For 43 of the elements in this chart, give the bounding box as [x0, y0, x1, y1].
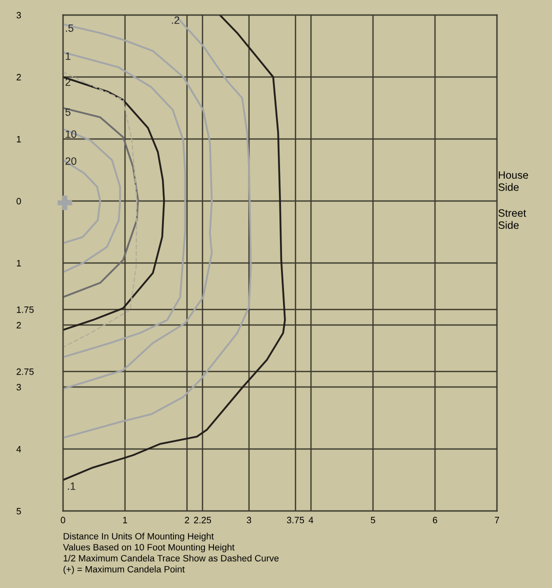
line-series	[63, 107, 139, 298]
annotation: .2	[172, 16, 180, 24]
line-series	[63, 17, 252, 439]
x-tick-label: 3	[246, 516, 252, 524]
x-axis-title: Distance In Units Of Mounting Height	[64, 532, 214, 542]
line-series	[63, 128, 121, 274]
annotation: 20	[66, 157, 76, 165]
x-tick-label: 7	[494, 516, 500, 524]
annotation: 10	[66, 130, 76, 138]
annotation: .5	[66, 24, 74, 32]
text: 1/2 Maximum Candela Trace Show as Dashed Curve	[64, 554, 279, 562]
x-tick-label: 3.75	[286, 516, 304, 524]
y-tick-label: 2	[16, 322, 21, 328]
line-series	[63, 71, 138, 348]
y-tick-label: 3	[16, 384, 21, 390]
y-tick-label: 5	[16, 508, 21, 514]
x-tick-label: 4	[308, 516, 314, 524]
x-tick-label: 1	[123, 516, 128, 524]
line-series	[63, 51, 186, 358]
y-tick-label: 3	[16, 12, 21, 18]
text: House Side	[498, 171, 528, 191]
line-series	[63, 159, 102, 244]
y-tick-label: 1	[16, 136, 21, 142]
x-tick-label: 2	[184, 516, 190, 524]
y-tick-label: 2	[16, 74, 21, 80]
y-tick-label: 4	[16, 446, 22, 452]
x-tick-label: 0	[60, 516, 66, 524]
y-tick-label: 2.75	[16, 368, 34, 375]
x-tick-label: 2.25	[194, 516, 212, 524]
x-tick-label: 5	[370, 516, 376, 524]
line-series	[63, 23, 213, 390]
line-series	[63, 76, 165, 331]
x-tick-label: 6	[432, 516, 438, 524]
y-tick-label: 1.75	[16, 306, 34, 313]
annotation: 1	[66, 52, 70, 60]
text: Values Based on 10 Foot Mounting Height	[63, 544, 234, 552]
y-tick-label: 0	[16, 198, 21, 204]
annotation: 5	[65, 108, 70, 116]
y-tick-label: 1	[16, 260, 21, 266]
annotation: .1	[68, 482, 76, 490]
text: Street Side	[498, 209, 526, 229]
text: (+) = Maximum Candela Point	[64, 566, 185, 574]
line-series	[63, 15, 286, 481]
